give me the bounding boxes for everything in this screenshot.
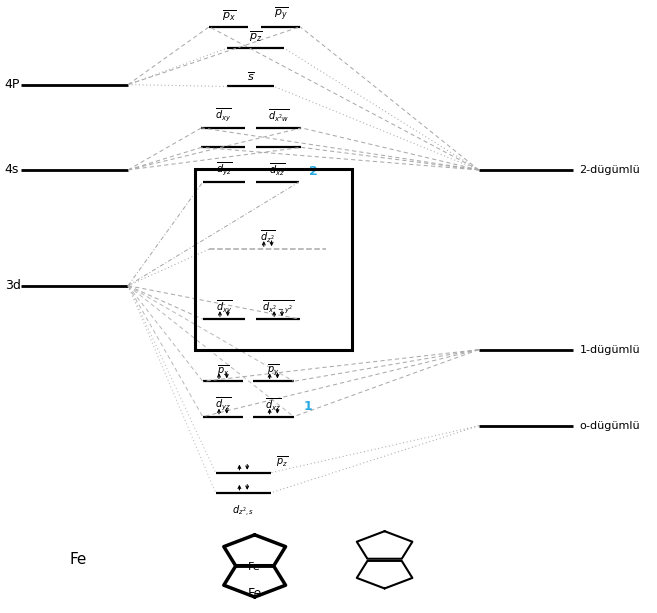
Text: Fe: Fe [70, 552, 87, 567]
Text: $\overline{d_{z^2}}$: $\overline{d_{z^2}}$ [260, 229, 275, 245]
Text: $\overline{d_{xz}}$: $\overline{d_{xz}}$ [265, 397, 282, 413]
Text: Fe: Fe [248, 587, 261, 600]
Text: 2-dügümlü: 2-dügümlü [579, 165, 640, 175]
Text: $\overline{p_z}$: $\overline{p_z}$ [276, 454, 288, 469]
Text: $d_{z^2,s}$: $d_{z^2,s}$ [232, 504, 254, 519]
Text: $\overline{d_{xy}}$: $\overline{d_{xy}}$ [215, 299, 232, 316]
Text: $\overline{d_{x^2-y^2}}$: $\overline{d_{x^2-y^2}}$ [262, 299, 294, 316]
Text: 4s: 4s [5, 164, 19, 177]
Text: $\overline{p_z}$: $\overline{p_z}$ [249, 30, 262, 44]
Text: $\overline{p_x}$: $\overline{p_x}$ [221, 9, 236, 23]
Text: 4P: 4P [5, 78, 20, 91]
Text: 3d: 3d [5, 279, 20, 292]
Text: $\overline{d_{xy}}$: $\overline{d_{xy}}$ [215, 107, 231, 124]
Text: $\overline{d_{xz}}$: $\overline{d_{xz}}$ [269, 162, 286, 178]
Text: $\overline{p_y}$: $\overline{p_y}$ [274, 6, 288, 23]
Text: 2: 2 [309, 166, 317, 178]
Text: Fe: Fe [248, 562, 261, 572]
Text: $\overline{p_x}$: $\overline{p_x}$ [217, 363, 229, 378]
Text: $\overline{d_{yz}}$: $\overline{d_{yz}}$ [215, 396, 231, 413]
Text: $\overline{d_{yz}}$: $\overline{d_{yz}}$ [215, 161, 232, 178]
Text: $\overline{s}$: $\overline{s}$ [247, 70, 255, 83]
Text: 1: 1 [304, 400, 312, 413]
Text: 1-dügümlü: 1-dügümlü [579, 345, 640, 355]
Bar [195, 169, 352, 349]
Text: o-dügümlü: o-dügümlü [579, 421, 640, 431]
Text: $\overline{p_y}$: $\overline{p_y}$ [267, 362, 280, 378]
Text: $\overline{d_{x^2w}}$: $\overline{d_{x^2w}}$ [268, 108, 290, 124]
